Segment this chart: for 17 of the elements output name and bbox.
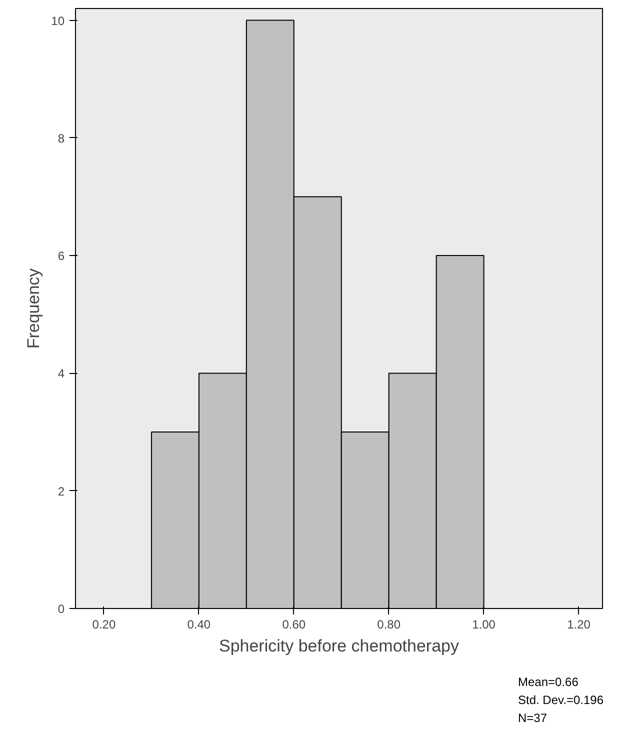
x-tick-label: 0.60	[282, 618, 306, 632]
y-tick-label: 0	[58, 602, 65, 616]
x-tick-label: 0.80	[377, 618, 401, 632]
x-tick-label: 0.40	[187, 618, 211, 632]
text: N=37	[518, 711, 548, 725]
text: Mean=0.66	[518, 675, 578, 689]
x-tick-label: 1.00	[472, 618, 496, 632]
y-tick-label: 10	[51, 14, 65, 28]
y-axis-title: Frequency	[24, 268, 44, 349]
x-tick-label: 1.20	[567, 618, 591, 632]
y-tick-label: 6	[58, 249, 65, 264]
y-tick-label: 2	[58, 484, 65, 498]
x-axis-title: Sphericity before chemotherapy	[218, 636, 460, 656]
y-tick-label: 8	[58, 131, 65, 146]
y-tick-label: 4	[58, 366, 65, 381]
text: Std. Dev.=0.196	[518, 693, 604, 707]
x-tick-label: 0.20	[92, 618, 116, 632]
